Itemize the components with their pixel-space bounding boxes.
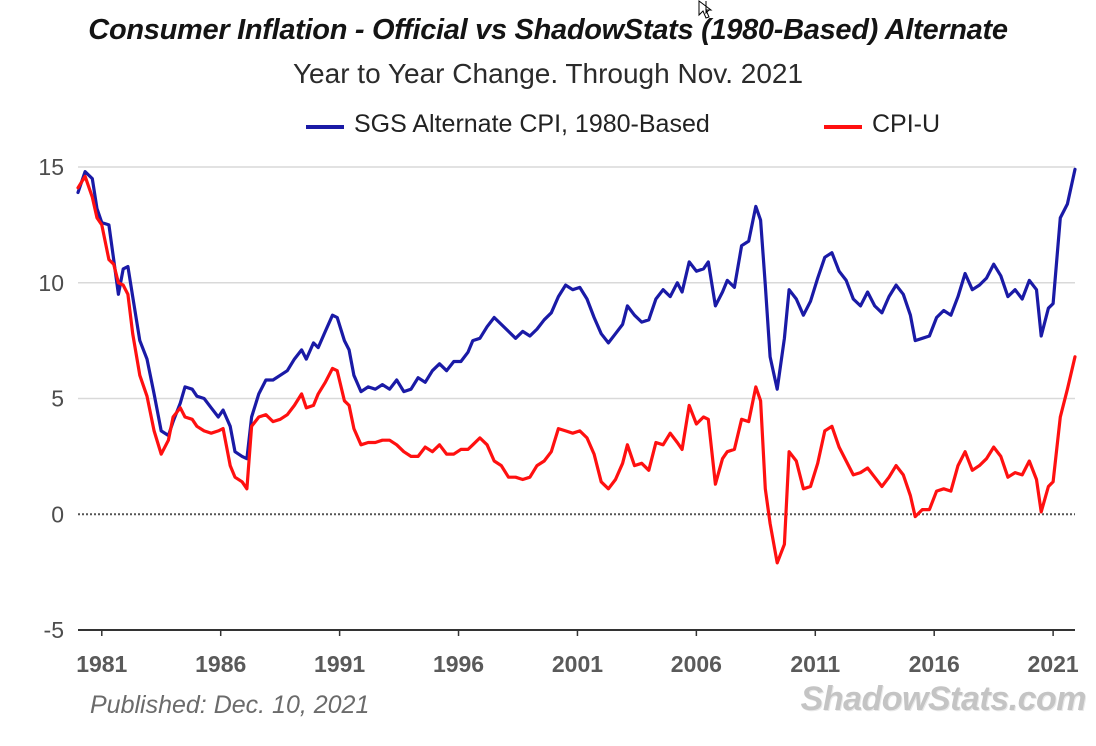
legend-label-cpiu: CPI-U <box>872 110 941 138</box>
watermark-logo: ShadowStats.com <box>800 680 1087 718</box>
mouse-pointer-icon <box>698 0 713 19</box>
legend-label-sgs: SGS Alternate CPI, 1980-Based <box>354 110 710 138</box>
x-tick-label: 2001 <box>552 651 603 677</box>
x-tick-label: 1996 <box>433 651 484 677</box>
y-tick-label: 10 <box>38 270 64 296</box>
x-tick-label: 1981 <box>76 651 127 677</box>
published-note: Published: Dec. 10, 2021 <box>90 691 370 719</box>
y-tick-label: 15 <box>38 154 64 180</box>
x-tick-label: 2021 <box>1028 651 1079 677</box>
series-line-cpiu <box>76 174 1077 565</box>
y-tick-label: 5 <box>51 386 64 412</box>
x-tick-label: 2011 <box>790 651 840 677</box>
x-tick-label: 1986 <box>195 651 246 677</box>
legend: SGS Alternate CPI, 1980-Based CPI-U <box>0 110 1096 142</box>
legend-swatch-sgs <box>306 125 344 129</box>
series-line-sgs <box>76 167 1077 461</box>
x-tick-label: 1991 <box>314 651 365 677</box>
y-tick-label: 0 <box>51 501 64 527</box>
chart-subtitle: Year to Year Change. Through Nov. 2021 <box>292 58 804 89</box>
chart-title: Consumer Inflation - Official vs ShadowS… <box>88 14 1008 46</box>
x-tick-label: 2016 <box>909 651 960 677</box>
legend-swatch-cpiu <box>824 125 862 129</box>
y-tick-label: -5 <box>44 617 64 643</box>
x-tick-label: 2006 <box>671 651 722 677</box>
